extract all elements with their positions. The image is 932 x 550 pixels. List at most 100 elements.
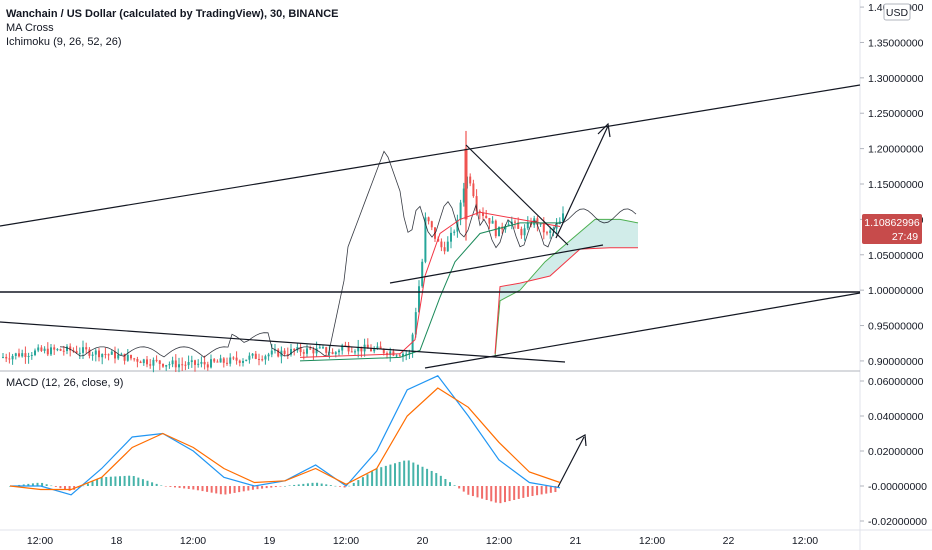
- candle-body: [53, 347, 56, 350]
- candle-body: [181, 364, 184, 366]
- candle-body: [194, 360, 196, 365]
- candle-body: [232, 357, 235, 359]
- macd-histogram-bar: [59, 486, 62, 489]
- macd-histogram-bar: [398, 461, 401, 486]
- triangle-upper-line: [465, 144, 569, 246]
- candle-body: [69, 346, 72, 351]
- time-tick-label: 12:00: [27, 535, 53, 547]
- candle-body: [59, 349, 62, 351]
- macd-histogram-bar: [27, 483, 30, 486]
- candle-body: [315, 348, 318, 354]
- macd-histogram-bar: [274, 486, 277, 488]
- candle-body: [331, 352, 334, 354]
- drawing-tools[interactable]: [0, 84, 861, 488]
- candle-body: [258, 358, 260, 360]
- time-tick-label: 12:00: [486, 535, 512, 547]
- price-tick-label: 1.15000000: [868, 179, 924, 191]
- currency-badge[interactable]: [883, 3, 911, 21]
- candle-body: [248, 355, 251, 360]
- candle-body: [322, 347, 324, 349]
- candle-body: [312, 349, 315, 354]
- macd-histogram-bar: [430, 470, 433, 486]
- macd-histogram-bar: [297, 484, 300, 486]
- macd-histogram-bar: [132, 476, 135, 486]
- macd-histogram-bar: [526, 486, 529, 497]
- macd-histogram-bar: [54, 486, 57, 487]
- macd-histogram-bar: [421, 466, 424, 486]
- price-axis[interactable]: 1.400000001.350000001.300000001.25000000…: [860, 2, 927, 528]
- macd-histogram-bar: [316, 482, 319, 486]
- macd-histogram-bar: [384, 465, 387, 486]
- macd-histogram-bar: [119, 476, 121, 486]
- candle-body: [491, 220, 494, 224]
- macd-histogram-bar: [137, 477, 140, 486]
- candle-body: [114, 351, 116, 359]
- macd-histogram-bar: [485, 486, 488, 500]
- legend-macd[interactable]: MACD (12, 26, close, 9): [6, 377, 123, 389]
- last-price-tag: [862, 214, 922, 244]
- macd-histogram-bar: [206, 486, 209, 492]
- macd-histogram-bar: [444, 479, 447, 486]
- candle-body: [34, 350, 36, 355]
- time-tick-label: 18: [111, 535, 123, 547]
- macd-histogram-bar: [123, 475, 126, 486]
- macd-tick-label: 0.02000000: [868, 446, 924, 458]
- macd-histogram-bar: [219, 486, 222, 495]
- candle-body: [427, 217, 430, 222]
- macd-histogram-bar: [178, 486, 181, 488]
- candle-body: [424, 217, 427, 262]
- macd-histogram-bar: [467, 486, 470, 495]
- macd-histogram-bar: [366, 474, 369, 486]
- legend-ichimoku[interactable]: Ichimoku (9, 26, 52, 26): [6, 36, 122, 48]
- candle-body: [286, 354, 289, 356]
- candle-body: [117, 354, 120, 359]
- macd-histogram-bar: [348, 485, 351, 487]
- candle-body: [485, 215, 488, 219]
- candle-body: [139, 361, 142, 364]
- macd-histogram-bar: [494, 486, 497, 503]
- symbol-title[interactable]: Wanchain / US Dollar (calculated by Trad…: [6, 8, 339, 20]
- candle-body: [162, 363, 164, 367]
- macd-histogram-bar: [31, 483, 34, 486]
- candle-body: [40, 347, 43, 351]
- price-tick-label: 0.95000000: [868, 321, 924, 333]
- time-tick-label: 20: [417, 535, 429, 547]
- candle-body: [523, 228, 526, 236]
- macd-tick-label: -0.00000000: [868, 481, 927, 493]
- senkou-span-b: [494, 247, 638, 354]
- macd-tick-label: 0.04000000: [868, 411, 924, 423]
- candle-body: [190, 360, 193, 363]
- macd-histogram-bar: [100, 477, 103, 486]
- candle-body: [197, 363, 200, 365]
- macd-histogram-bar: [490, 486, 493, 502]
- candle-body: [27, 355, 30, 358]
- candle-body: [299, 346, 302, 353]
- candle-body: [75, 350, 78, 353]
- macd-histogram-bar: [513, 486, 516, 500]
- candle-body: [50, 347, 52, 355]
- candle-body: [171, 360, 174, 365]
- candle-body: [18, 353, 20, 357]
- legend-ma-cross[interactable]: MA Cross: [6, 22, 54, 34]
- candle-body: [302, 352, 305, 354]
- candle-body: [66, 346, 68, 352]
- macd-histogram-bar: [64, 486, 66, 490]
- currency-label: USD: [886, 7, 909, 19]
- time-axis[interactable]: 12:00 18 12:00 19 12:00 20 12:00 21 12:00 22 12:00: [27, 535, 818, 547]
- candle-body: [5, 356, 8, 359]
- macd-histogram-bar: [164, 486, 167, 487]
- price-tick-label: 1.05000000: [868, 250, 924, 262]
- candle-body: [104, 353, 107, 355]
- candle-body: [24, 353, 27, 358]
- candle-body: [178, 364, 180, 368]
- candle-body: [242, 360, 244, 363]
- candle-body: [283, 350, 286, 355]
- price-tick-label: 1.35000000: [868, 37, 924, 49]
- time-tick-label: 19: [264, 535, 276, 547]
- candle-body: [126, 354, 129, 361]
- macd-histogram-bar: [536, 486, 539, 496]
- chikou-span-line: [59, 150, 637, 358]
- macd-histogram-bar: [215, 486, 218, 494]
- macd-histogram-bar: [371, 471, 374, 486]
